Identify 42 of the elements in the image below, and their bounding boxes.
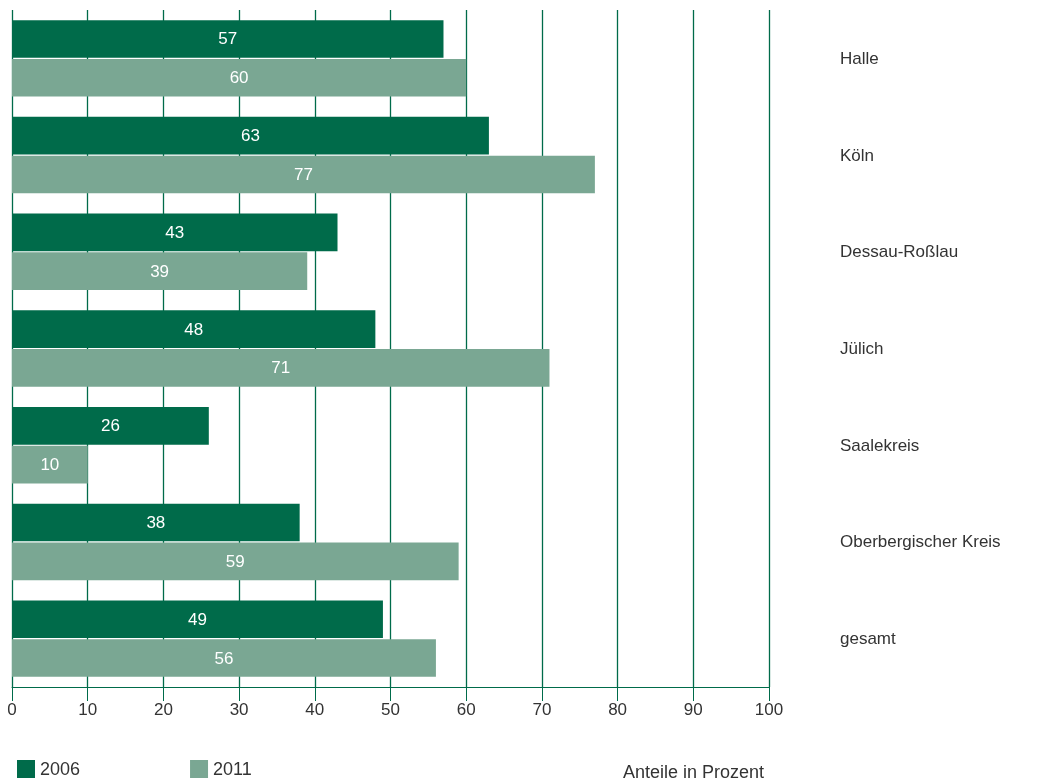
y-tick-label: Köln	[840, 145, 875, 165]
data-label: 60	[229, 68, 249, 88]
x-tick-label: 20	[153, 700, 173, 719]
data-label: 63	[240, 126, 260, 146]
bar	[12, 542, 459, 581]
bar	[12, 445, 88, 484]
y-tick-label: Dessau-Roßlau	[840, 242, 959, 262]
x-axis-title: Anteile in Prozent	[623, 762, 765, 782]
data-label: 43	[165, 222, 185, 242]
y-tick-label: gesamt	[840, 629, 897, 649]
data-label: 59	[225, 551, 245, 571]
data-label: 38	[146, 513, 166, 533]
legend-label: 2011	[213, 759, 252, 779]
x-tick-label: 0	[7, 700, 17, 719]
data-label: 57	[218, 29, 238, 49]
data-label: 77	[293, 164, 313, 184]
x-tick-label: 60	[456, 700, 476, 719]
x-tick-label: 50	[381, 700, 400, 719]
x-tick-label: 10	[78, 700, 98, 719]
bar	[12, 252, 308, 290]
x-tick-label: 80	[608, 700, 628, 719]
y-tick-label: Saalekreis	[840, 435, 920, 455]
x-tick-label: 100	[754, 700, 784, 719]
bar	[12, 639, 436, 677]
data-label: 56	[214, 648, 234, 668]
x-tick-label: 30	[229, 700, 249, 719]
data-label: 48	[184, 319, 204, 339]
x-tick-label: 40	[305, 700, 325, 719]
data-label: 10	[40, 455, 60, 475]
y-tick-label: Oberbergischer Kreis	[840, 532, 1001, 552]
bar	[12, 349, 550, 387]
data-label: 39	[150, 261, 170, 281]
y-tick-label: Halle	[840, 48, 879, 68]
data-label: 49	[188, 609, 207, 629]
x-tick-label: 90	[683, 700, 703, 719]
bar	[12, 58, 467, 97]
data-label: 71	[271, 358, 291, 378]
bar	[12, 155, 595, 194]
legend-label: 2006	[40, 759, 81, 779]
data-label: 26	[100, 416, 120, 436]
y-tick-label: Jülich	[840, 339, 884, 358]
x-tick-label: 70	[532, 700, 552, 719]
